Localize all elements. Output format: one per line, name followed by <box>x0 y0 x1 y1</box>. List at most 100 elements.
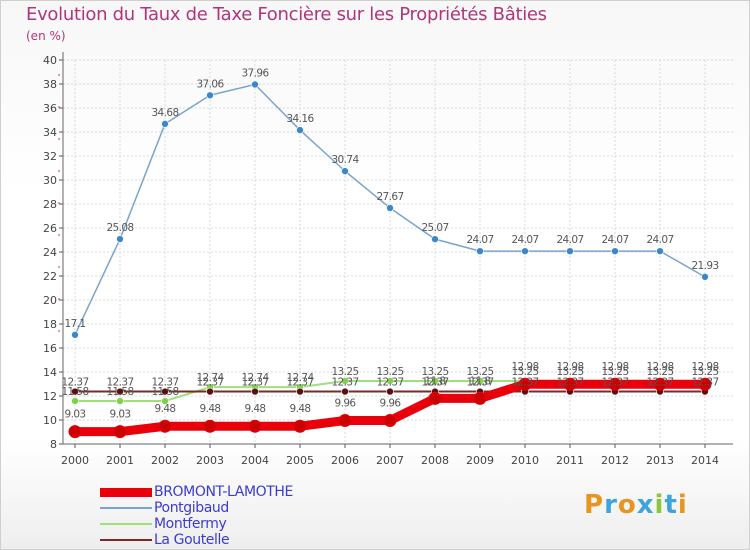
y-tick-label: 38 <box>43 78 57 91</box>
data-label-1: 25.07 <box>421 222 448 234</box>
logo-letter: x <box>636 490 655 520</box>
data-label-1: 34.68 <box>151 107 178 119</box>
data-label-2: 13.25 <box>556 366 583 378</box>
y-tick-label: 20 <box>43 294 57 307</box>
y-tick-label: 30 <box>43 174 57 187</box>
data-label-1: 25.08 <box>106 222 133 234</box>
data-point-1 <box>386 204 394 212</box>
data-point-1 <box>251 80 259 89</box>
data-label-3: 12.37 <box>466 377 493 389</box>
data-label-1: 37.06 <box>196 78 224 90</box>
y-tick-label: 12 <box>43 390 57 403</box>
data-label-0: 12.98 <box>646 361 673 373</box>
data-label-0: 11.8 <box>470 375 491 387</box>
data-label-0: 9.48 <box>290 403 311 415</box>
data-label-3: 12.37 <box>511 377 538 389</box>
logo-letter: t <box>664 490 678 520</box>
legend: BROMONT-LAMOTHE Pontgibaud Montfermy La … <box>100 484 400 548</box>
data-point-2 <box>476 377 484 385</box>
data-label-2: 13.25 <box>376 366 403 378</box>
x-tick-label: 2012 <box>601 454 629 467</box>
data-label-2: 12.74 <box>196 372 224 384</box>
x-tick-label: 2003 <box>196 454 224 467</box>
x-tick-label: 2006 <box>331 454 359 467</box>
data-label-3: 12.37 <box>331 377 358 389</box>
data-point-0 <box>698 377 712 391</box>
chart-subtitle: (en %) <box>26 29 66 43</box>
legend-label-la-goutelle: La Goutelle <box>154 532 230 548</box>
data-point-3 <box>161 387 169 396</box>
data-point-1 <box>116 235 124 243</box>
x-tick-label: 2000 <box>61 454 89 467</box>
data-label-3: 12.37 <box>151 377 178 389</box>
y-tick-label: 40 <box>43 54 57 67</box>
data-label-2: 13.25 <box>466 366 493 378</box>
data-point-2 <box>116 397 124 405</box>
legend-label-pontgibaud: Pontgibaud <box>154 500 229 516</box>
data-label-1: 24.07 <box>466 234 493 246</box>
y-tick-label: 18 <box>43 318 57 331</box>
data-label-0: 12.98 <box>511 361 538 373</box>
data-label-0: 12.98 <box>556 361 583 373</box>
data-label-0: 11.8 <box>425 375 446 387</box>
data-point-0 <box>293 419 307 433</box>
data-label-2: 13.25 <box>421 366 448 378</box>
data-label-3: 12.37 <box>691 377 718 389</box>
data-label-0: 12.98 <box>691 361 718 373</box>
y-tick-label: 28 <box>43 198 57 211</box>
chart-title: Evolution du Taux de Taxe Foncière sur l… <box>26 4 547 25</box>
data-label-0: 9.96 <box>335 397 357 409</box>
x-tick-label: 2008 <box>421 454 449 467</box>
logo-letter: i <box>654 490 665 520</box>
data-point-1 <box>161 120 169 128</box>
legend-label-montfermy: Montfermy <box>154 516 227 532</box>
x-tick-label: 2014 <box>691 454 719 467</box>
data-label-1: 21.93 <box>691 260 718 272</box>
y-tick-label: 26 <box>43 222 57 235</box>
data-label-2: 11.58 <box>151 386 178 398</box>
data-label-2: 11.58 <box>106 386 133 398</box>
legend-swatch-la-goutelle <box>100 539 152 541</box>
y-tick-label: 8 <box>50 438 57 451</box>
data-label-3: 12.37 <box>421 377 448 389</box>
x-tick-label: 2007 <box>376 454 404 467</box>
y-tick-label: 32 <box>43 150 57 163</box>
data-point-2 <box>431 377 439 385</box>
data-label-1: 30.74 <box>331 154 359 166</box>
data-label-0: 9.48 <box>200 403 221 415</box>
x-tick-label: 2010 <box>511 454 539 467</box>
data-point-0 <box>608 377 622 391</box>
legend-item-bromont-lamothe: BROMONT-LAMOTHE <box>100 484 400 500</box>
data-label-1: 24.07 <box>556 234 583 246</box>
data-point-2 <box>341 377 349 385</box>
data-label-1: 37.96 <box>241 67 269 79</box>
logo-letter: P <box>584 490 605 520</box>
data-point-1 <box>521 247 529 255</box>
legend-item-pontgibaud: Pontgibaud <box>100 500 400 516</box>
x-tick-label: 2005 <box>286 454 314 467</box>
data-point-0 <box>113 425 127 439</box>
data-point-1 <box>566 247 574 255</box>
data-label-3: 12.37 <box>556 377 583 389</box>
legend-swatch-bromont-lamothe <box>100 488 152 497</box>
legend-item-la-goutelle: La Goutelle <box>100 532 400 548</box>
data-point-0 <box>248 419 262 433</box>
proxiti-logo: Proxiti <box>584 490 688 520</box>
data-label-2: 13.25 <box>646 366 673 378</box>
data-label-2: 12.74 <box>241 372 269 384</box>
data-label-3: 12.37 <box>106 377 133 389</box>
x-tick-label: 2013 <box>646 454 674 467</box>
data-label-1: 24.07 <box>601 234 628 246</box>
data-point-3 <box>341 387 349 396</box>
data-point-1 <box>206 91 214 100</box>
data-point-1 <box>296 126 304 134</box>
data-label-1: 34.16 <box>286 113 314 125</box>
data-point-1 <box>71 330 79 339</box>
data-point-3 <box>206 387 214 396</box>
y-tick-label: 34 <box>43 126 57 139</box>
data-label-0: 9.96 <box>380 397 402 409</box>
data-label-1: 24.07 <box>511 234 538 246</box>
data-label-3: 12.37 <box>241 377 268 389</box>
data-point-1 <box>701 273 709 281</box>
